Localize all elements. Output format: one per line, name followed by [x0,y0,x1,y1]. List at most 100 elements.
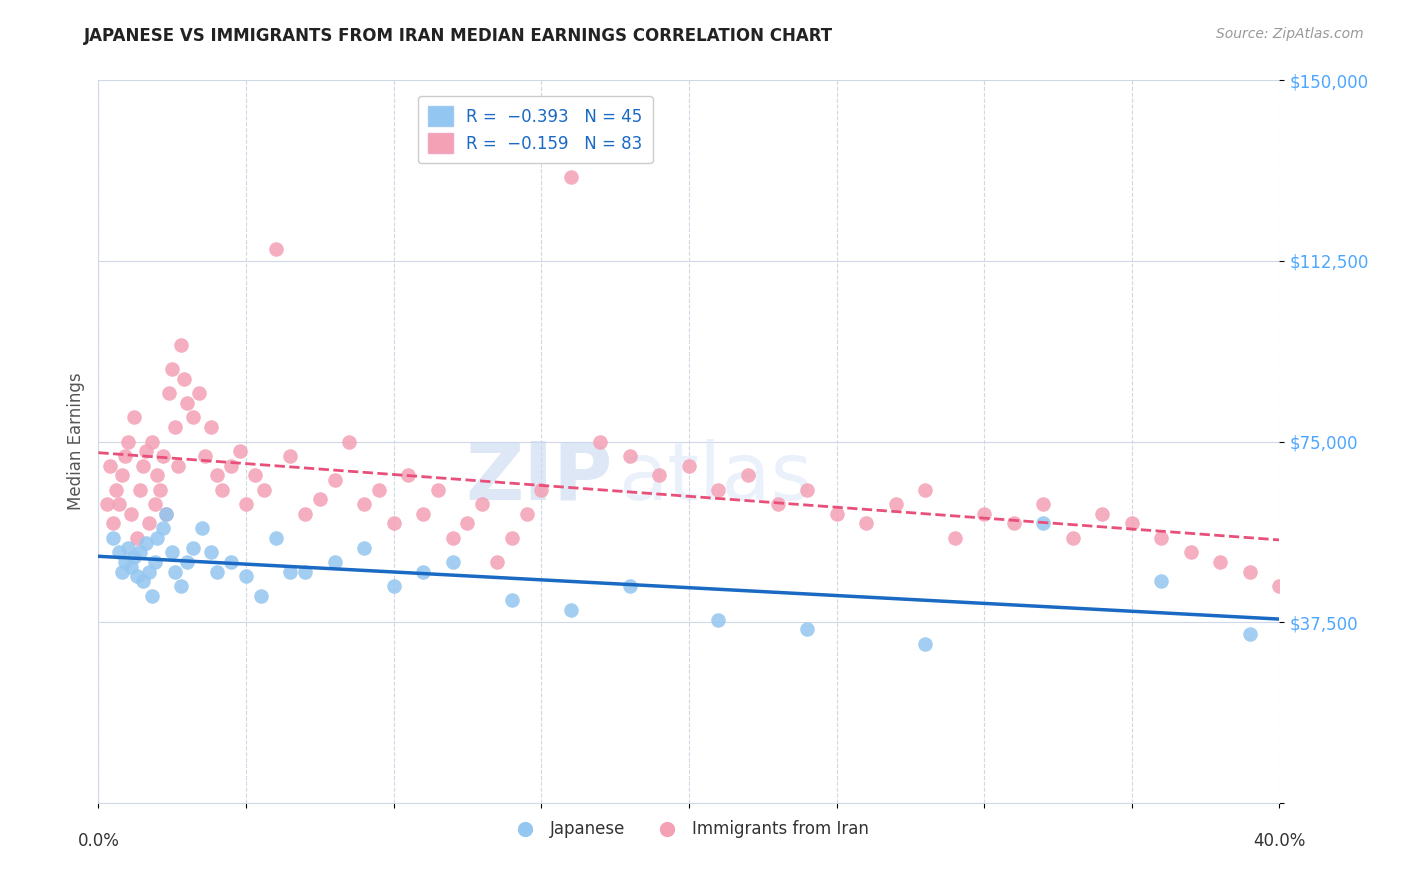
Point [235,497,257,511]
Point [309,492,332,507]
Point [211,483,233,497]
Point [125,531,148,545]
Point [1032,497,1054,511]
Point [441,555,464,569]
Point [143,555,166,569]
Point [412,565,434,579]
Point [149,483,172,497]
Point [122,410,145,425]
Point [141,589,163,603]
Point [162,545,183,559]
Text: Source: ZipAtlas.com: Source: ZipAtlas.com [1216,27,1364,41]
Point [737,468,759,483]
Point [170,338,193,352]
Point [619,579,641,593]
Point [1268,579,1291,593]
Point [157,386,180,401]
Point [294,507,316,521]
Y-axis label: Median Earnings: Median Earnings [66,373,84,510]
Point [103,516,125,531]
Point [398,468,420,483]
Point [221,555,243,569]
Point [884,497,907,511]
Point [155,507,177,521]
Point [382,579,405,593]
Point [205,468,228,483]
Point [339,434,361,449]
Point [1002,516,1025,531]
Point [796,623,818,637]
Point [250,589,273,603]
Point [486,555,509,569]
Point [368,483,391,497]
Point [382,516,405,531]
Point [353,541,375,555]
Point [152,521,174,535]
Point [114,449,136,463]
Point [200,420,222,434]
Point [135,535,157,549]
Point [229,444,252,458]
Point [128,483,150,497]
Point [471,497,494,511]
Point [194,449,217,463]
Point [560,169,582,184]
Point [766,497,789,511]
Point [122,550,145,565]
Point [589,434,612,449]
Point [501,593,523,607]
Point [1150,574,1173,589]
Point [825,507,848,521]
Point [125,569,148,583]
Point [855,516,877,531]
Point [108,497,131,511]
Point [264,531,287,545]
Point [132,458,155,473]
Point [1091,507,1114,521]
Point [146,468,169,483]
Point [143,497,166,511]
Point [914,483,936,497]
Point [120,507,142,521]
Point [973,507,995,521]
Point [138,565,160,579]
Point [155,507,177,521]
Point [678,458,700,473]
Point [619,449,641,463]
Point [530,483,553,497]
Point [1239,627,1261,641]
Point [1150,531,1173,545]
Point [170,579,193,593]
Point [146,531,169,545]
Text: 0.0%: 0.0% [77,831,120,850]
Point [264,242,287,256]
Text: atlas: atlas [619,439,813,516]
Point [221,458,243,473]
Point [187,386,209,401]
Point [1032,516,1054,531]
Point [176,396,198,410]
Text: JAPANESE VS IMMIGRANTS FROM IRAN MEDIAN EARNINGS CORRELATION CHART: JAPANESE VS IMMIGRANTS FROM IRAN MEDIAN … [84,27,834,45]
Point [162,362,183,376]
Point [117,434,139,449]
Legend: Japanese, Immigrants from Iran: Japanese, Immigrants from Iran [502,814,876,845]
Point [427,483,450,497]
Point [707,613,730,627]
Point [560,603,582,617]
Point [135,444,157,458]
Point [114,555,136,569]
Text: ZIP: ZIP [465,439,612,516]
Point [441,531,464,545]
Point [323,555,346,569]
Point [501,531,523,545]
Point [98,458,121,473]
Point [108,545,131,559]
Point [457,516,479,531]
Point [353,497,375,511]
Point [243,468,266,483]
Point [105,483,128,497]
Point [796,483,818,497]
Point [280,565,302,579]
Point [1180,545,1202,559]
Point [165,565,187,579]
